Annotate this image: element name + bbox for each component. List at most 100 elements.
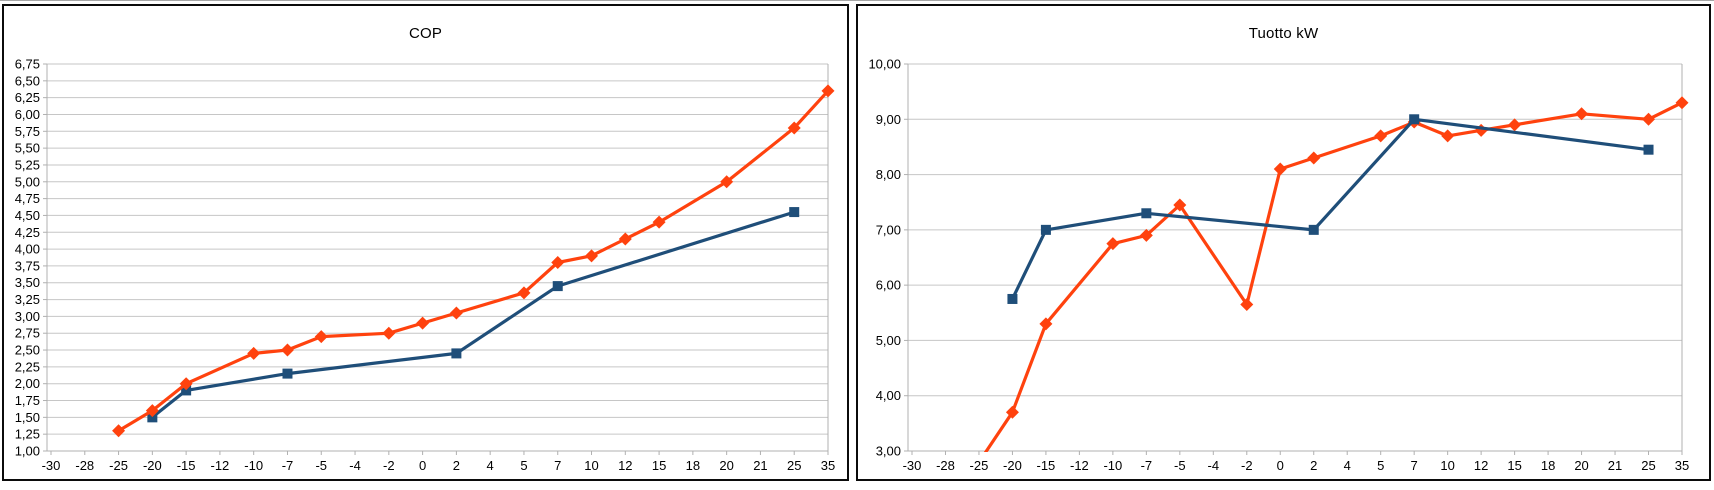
svg-text:4,25: 4,25 <box>15 225 40 240</box>
svg-text:3,00: 3,00 <box>876 444 901 459</box>
series-orange-diamonds-line <box>983 101 1684 452</box>
svg-text:2,50: 2,50 <box>15 343 40 358</box>
tick-marks <box>43 63 829 455</box>
svg-text:-2: -2 <box>1241 458 1253 473</box>
svg-text:5: 5 <box>1377 458 1384 473</box>
cop-chart-plot: 1,00 1,25 1,50 1,75 2,00 2,252,50 2,75 3,00 3,25… <box>15 57 836 474</box>
svg-text:18: 18 <box>686 458 700 473</box>
series-blue-squares-markers <box>147 207 800 423</box>
svg-text:-30: -30 <box>903 458 922 473</box>
svg-text:2: 2 <box>1310 458 1317 473</box>
svg-text:5,00: 5,00 <box>876 333 901 348</box>
svg-text:3,25: 3,25 <box>15 292 40 307</box>
x-tick-labels: -30 -28 -25 -20 -15 -12 -10 -7 -5 -4 -2 0 2 4 5 7 10 12 15… <box>903 458 1690 473</box>
svg-text:4,50: 4,50 <box>15 208 40 223</box>
y-gridlines <box>47 63 828 452</box>
svg-text:-10: -10 <box>244 458 263 473</box>
svg-text:35: 35 <box>1675 458 1689 473</box>
svg-text:2,00: 2,00 <box>15 376 40 391</box>
y-gridlines <box>908 63 1682 452</box>
svg-text:-4: -4 <box>349 458 361 473</box>
svg-text:-5: -5 <box>1174 458 1186 473</box>
series-blue-squares <box>1007 114 1654 304</box>
series-blue-squares-line <box>150 210 796 419</box>
svg-text:7,00: 7,00 <box>876 222 901 237</box>
svg-text:6,25: 6,25 <box>15 90 40 105</box>
svg-text:-28: -28 <box>936 458 955 473</box>
svg-text:-2: -2 <box>383 458 395 473</box>
svg-text:10: 10 <box>584 458 598 473</box>
series-orange-diamonds <box>983 96 1689 452</box>
cop-chart-panel: 1,00 1,25 1,50 1,75 2,00 2,25 2,50 2,75 3,00 3,25… <box>2 4 849 481</box>
svg-text:20: 20 <box>1574 458 1588 473</box>
svg-text:-7: -7 <box>282 458 294 473</box>
sheet-top-gridline <box>0 0 1714 1</box>
cop-chart-title: COP <box>408 25 443 42</box>
svg-text:6,50: 6,50 <box>15 73 40 88</box>
svg-text:12: 12 <box>1474 458 1488 473</box>
svg-text:35: 35 <box>821 458 835 473</box>
tick-marks <box>904 63 1683 455</box>
svg-text:15: 15 <box>652 458 666 473</box>
svg-text:0: 0 <box>419 458 426 473</box>
svg-text:3,50: 3,50 <box>15 275 40 290</box>
svg-text:4,75: 4,75 <box>15 191 40 206</box>
svg-text:1,00: 1,00 <box>15 444 40 459</box>
svg-text:8,00: 8,00 <box>876 167 901 182</box>
svg-text:21: 21 <box>1608 458 1622 473</box>
svg-text:5,00: 5,00 <box>15 174 40 189</box>
svg-text:-12: -12 <box>211 458 230 473</box>
svg-text:1,50: 1,50 <box>15 410 40 425</box>
y-tick-labels: 1,00 1,25 1,50 1,75 2,00 2,252,50 2,75 3,00 3,25… <box>15 57 40 459</box>
svg-text:21: 21 <box>753 458 767 473</box>
svg-text:6,00: 6,00 <box>15 107 40 122</box>
svg-text:-20: -20 <box>143 458 162 473</box>
svg-text:1,75: 1,75 <box>15 393 40 408</box>
svg-text:-12: -12 <box>1070 458 1089 473</box>
svg-text:7: 7 <box>1411 458 1418 473</box>
svg-text:20: 20 <box>719 458 733 473</box>
tuotto-chart-panel: 3,00 4,00 5,00 6,00 7,00 8,00 9,00 10,00 -30 -28-… <box>856 4 1711 481</box>
svg-text:4,00: 4,00 <box>876 388 901 403</box>
svg-text:2: 2 <box>453 458 460 473</box>
svg-text:3,00: 3,00 <box>15 309 40 324</box>
svg-text:4: 4 <box>1344 458 1351 473</box>
svg-text:-20: -20 <box>1003 458 1022 473</box>
svg-text:5,50: 5,50 <box>15 141 40 156</box>
svg-text:-5: -5 <box>315 458 327 473</box>
svg-text:-15: -15 <box>177 458 196 473</box>
series-orange-diamonds-markers <box>112 84 835 438</box>
svg-text:-7: -7 <box>1141 458 1153 473</box>
svg-text:2,25: 2,25 <box>15 359 40 374</box>
svg-text:-4: -4 <box>1208 458 1220 473</box>
svg-text:3,75: 3,75 <box>15 258 40 273</box>
svg-text:0: 0 <box>1277 458 1284 473</box>
svg-text:6,00: 6,00 <box>876 278 901 293</box>
svg-text:4: 4 <box>487 458 494 473</box>
svg-text:18: 18 <box>1541 458 1555 473</box>
svg-text:-30: -30 <box>42 458 61 473</box>
svg-text:7: 7 <box>554 458 561 473</box>
svg-text:5,25: 5,25 <box>15 157 40 172</box>
series-orange-diamonds <box>112 84 835 438</box>
svg-text:25: 25 <box>787 458 801 473</box>
axes <box>907 64 1683 452</box>
svg-text:25: 25 <box>1641 458 1655 473</box>
svg-text:-25: -25 <box>970 458 989 473</box>
series-blue-squares-line <box>1010 117 1651 301</box>
svg-text:2,75: 2,75 <box>15 326 40 341</box>
y-tick-labels: 3,00 4,00 5,00 6,00 7,00 8,00 9,00 10,00 <box>868 57 901 459</box>
svg-text:-15: -15 <box>1037 458 1056 473</box>
svg-text:10: 10 <box>1440 458 1454 473</box>
svg-text:1,25: 1,25 <box>15 427 40 442</box>
svg-text:15: 15 <box>1507 458 1521 473</box>
svg-text:4,00: 4,00 <box>15 242 40 257</box>
svg-text:5,75: 5,75 <box>15 124 40 139</box>
svg-text:5: 5 <box>520 458 527 473</box>
svg-text:10,00: 10,00 <box>868 57 901 72</box>
svg-text:9,00: 9,00 <box>876 112 901 127</box>
series-blue-squares-markers <box>1007 114 1654 304</box>
svg-text:-10: -10 <box>1103 458 1122 473</box>
